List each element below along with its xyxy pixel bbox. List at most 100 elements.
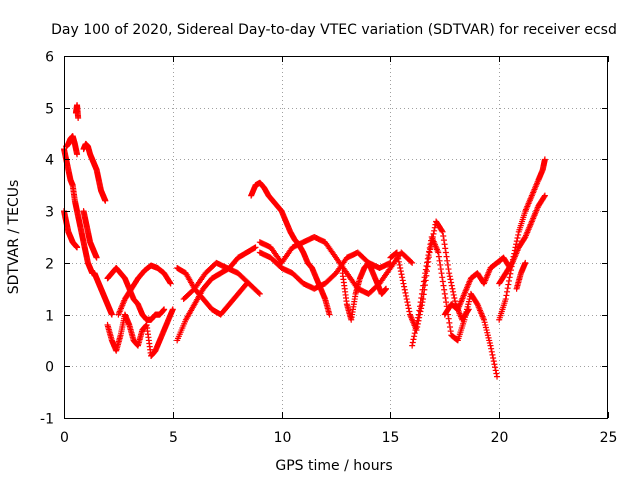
- data-point: [413, 320, 420, 327]
- data-point: [446, 270, 453, 277]
- data-point: [416, 303, 423, 310]
- y-tick-label: 2: [45, 257, 54, 273]
- series-day-upper: [248, 179, 333, 318]
- data-point: [439, 274, 446, 281]
- data-point: [393, 249, 400, 256]
- data-point: [419, 286, 426, 293]
- y-tick-label: -1: [40, 412, 54, 428]
- data-point: [418, 295, 425, 302]
- data-point: [395, 258, 402, 265]
- data-point: [447, 323, 454, 330]
- data-point: [255, 289, 262, 296]
- data-point: [405, 305, 412, 312]
- data-point: [400, 280, 407, 287]
- y-tick-label: 4: [45, 153, 54, 169]
- x-tick-label: 0: [60, 430, 69, 446]
- data-point: [443, 299, 450, 306]
- data-point: [397, 268, 404, 275]
- data-point: [403, 292, 410, 299]
- data-point: [440, 237, 447, 244]
- data-point: [541, 193, 548, 200]
- data-point: [415, 311, 422, 318]
- data-point: [167, 280, 174, 287]
- data-point: [441, 290, 448, 297]
- data-point: [446, 319, 453, 326]
- data-point: [398, 271, 405, 278]
- data-point: [448, 282, 455, 289]
- data-point: [411, 330, 418, 337]
- data-point: [492, 364, 499, 371]
- data-point: [326, 311, 333, 318]
- data-point: [423, 262, 430, 269]
- data-point: [399, 274, 406, 281]
- data-layer: [61, 102, 548, 380]
- series-early-band-b: [61, 146, 115, 318]
- data-point: [493, 370, 500, 377]
- data-point: [396, 261, 403, 268]
- series-afternoon-dip: [339, 259, 390, 323]
- data-point: [514, 235, 521, 242]
- data-point: [421, 274, 428, 281]
- data-point: [383, 285, 390, 292]
- data-point: [441, 241, 448, 248]
- data-point: [439, 228, 446, 235]
- series-early-spike: [72, 102, 82, 122]
- data-point: [406, 308, 413, 315]
- data-point: [522, 259, 529, 266]
- tick-layer: 0 5 10 15 20 25 -1 0 1 2 3 4 5 6: [40, 50, 617, 447]
- data-point: [444, 257, 451, 264]
- data-point: [409, 342, 416, 349]
- data-point: [399, 277, 406, 284]
- data-point: [541, 156, 548, 163]
- data-point: [506, 274, 513, 281]
- x-tick-label: 15: [382, 430, 400, 446]
- data-point: [416, 307, 423, 314]
- series-end-drop: [513, 259, 529, 292]
- data-point: [397, 265, 404, 272]
- series-end-lower: [496, 192, 548, 287]
- data-point: [403, 296, 410, 303]
- data-point: [451, 295, 458, 302]
- data-point: [425, 252, 432, 259]
- data-point: [449, 285, 456, 292]
- y-tick-label: 0: [45, 360, 54, 376]
- data-point: [441, 286, 448, 293]
- data-point: [440, 232, 447, 239]
- data-point: [417, 308, 424, 315]
- data-point: [430, 230, 437, 237]
- data-point: [442, 295, 449, 302]
- data-point: [414, 317, 421, 324]
- y-axis-title: SDTVAR / TECUs: [6, 180, 22, 295]
- data-point: [541, 192, 548, 199]
- data-point: [93, 254, 100, 261]
- series-early-band-d: [80, 140, 109, 204]
- data-point: [447, 328, 454, 335]
- data-point: [445, 315, 452, 322]
- data-point: [431, 224, 438, 231]
- series-morning-upper: [115, 262, 174, 318]
- data-point: [513, 238, 520, 245]
- data-point: [405, 302, 412, 309]
- data-point: [436, 257, 443, 264]
- chart-title: Day 100 of 2020, Sidereal Day-to-day VTE…: [51, 22, 617, 38]
- data-point: [505, 277, 512, 284]
- data-point: [422, 266, 429, 273]
- data-point: [74, 244, 81, 251]
- data-point: [166, 279, 173, 286]
- data-point: [409, 339, 416, 346]
- data-point: [394, 252, 401, 259]
- data-point: [395, 255, 402, 262]
- data-point: [431, 227, 438, 234]
- data-point: [502, 296, 509, 303]
- data-point: [437, 266, 444, 273]
- y-tick-label: 3: [45, 205, 54, 221]
- data-point: [450, 291, 457, 298]
- data-point: [447, 276, 454, 283]
- plot-frame: [64, 56, 608, 419]
- data-point: [401, 283, 408, 290]
- data-point: [401, 286, 408, 293]
- x-tick-label: 25: [600, 430, 618, 446]
- data-point: [411, 333, 418, 340]
- data-point: [412, 327, 419, 334]
